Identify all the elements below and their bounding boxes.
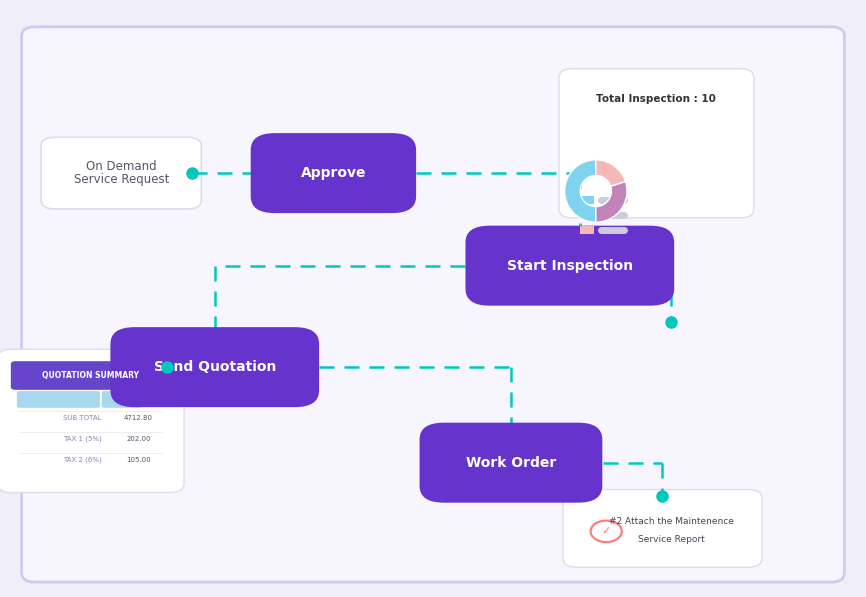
FancyBboxPatch shape [580, 196, 594, 204]
Text: SUB TOTAL: SUB TOTAL [63, 415, 101, 421]
Text: 202.00: 202.00 [126, 436, 151, 442]
Text: Service Report: Service Report [637, 534, 705, 544]
Text: Work Order: Work Order [466, 456, 556, 470]
FancyBboxPatch shape [0, 349, 184, 493]
Text: On Demand: On Demand [86, 160, 157, 173]
Text: 105.00: 105.00 [126, 457, 151, 463]
Wedge shape [596, 160, 625, 186]
FancyBboxPatch shape [42, 137, 201, 209]
Text: ✓: ✓ [602, 527, 611, 536]
Text: TAX 1 (5%): TAX 1 (5%) [63, 436, 101, 442]
FancyBboxPatch shape [559, 69, 753, 218]
FancyBboxPatch shape [22, 27, 844, 582]
FancyBboxPatch shape [102, 391, 141, 408]
Text: TAX 2 (6%): TAX 2 (6%) [63, 457, 101, 463]
Circle shape [591, 521, 622, 542]
FancyBboxPatch shape [580, 226, 594, 234]
FancyBboxPatch shape [251, 133, 416, 213]
FancyBboxPatch shape [466, 226, 674, 306]
FancyBboxPatch shape [563, 490, 762, 567]
Text: 4712.80: 4712.80 [124, 415, 153, 421]
FancyBboxPatch shape [419, 423, 602, 503]
Text: QUOTATION SUMMARY: QUOTATION SUMMARY [42, 371, 139, 380]
Wedge shape [596, 181, 627, 222]
FancyBboxPatch shape [10, 361, 171, 390]
FancyBboxPatch shape [17, 391, 100, 408]
FancyBboxPatch shape [580, 211, 594, 219]
Text: Total Inspection : 10: Total Inspection : 10 [597, 94, 716, 103]
FancyBboxPatch shape [111, 327, 319, 407]
Text: Send Quotation: Send Quotation [153, 360, 276, 374]
Text: Start Inspection: Start Inspection [507, 259, 633, 273]
Text: #2 Attach the Maintenence: #2 Attach the Maintenence [609, 516, 734, 526]
Text: Approve: Approve [301, 166, 366, 180]
Wedge shape [565, 160, 596, 222]
Text: Service Request: Service Request [74, 173, 169, 186]
